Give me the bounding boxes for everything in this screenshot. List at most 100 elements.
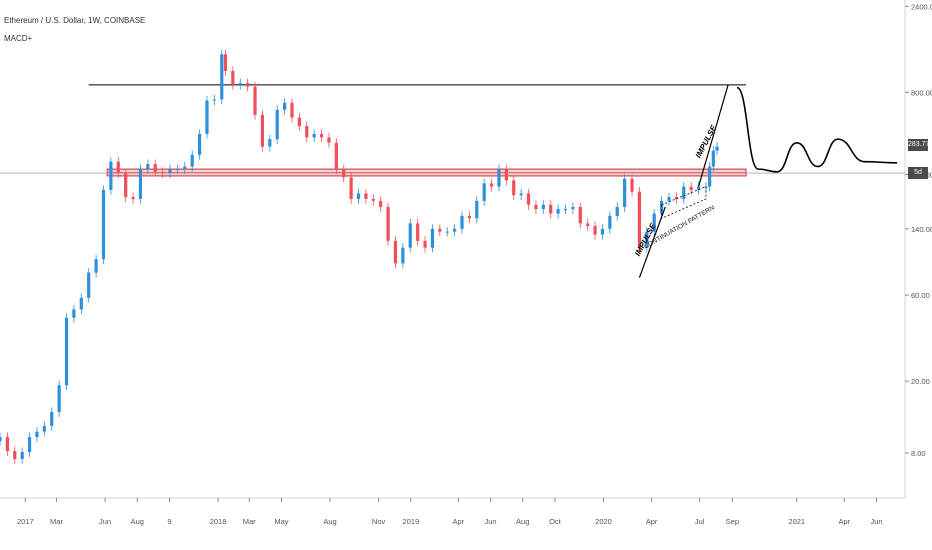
impulse-label-2: IMPULSE	[694, 123, 719, 159]
impulse-line-2	[697, 84, 729, 187]
candle-body	[238, 83, 242, 85]
candle-body	[290, 102, 294, 118]
time-tick-label: Aug	[323, 517, 336, 526]
time-tick-label: 2017	[17, 517, 34, 526]
candle-body	[482, 183, 486, 201]
candle-body	[541, 204, 545, 210]
time-tick-label: Oct	[549, 517, 562, 526]
price-plot	[0, 49, 905, 464]
candle-body	[453, 228, 457, 232]
price-tick-label: 2400.00	[911, 2, 932, 11]
indicator-label[interactable]: MACD+	[4, 34, 33, 43]
time-tick-label: Mar	[243, 517, 256, 526]
candle-body	[190, 154, 194, 167]
time-tick-label: Apr	[452, 517, 464, 526]
time-tick-label: Jul	[695, 517, 705, 526]
candle-body	[715, 146, 719, 151]
candle-body	[101, 189, 106, 260]
candle-body	[334, 142, 338, 170]
candle-body	[630, 178, 634, 192]
candle-body	[305, 126, 309, 138]
candle-body	[212, 99, 216, 101]
candle-body	[246, 83, 250, 87]
candle-body	[275, 109, 279, 140]
candle-body	[512, 180, 516, 196]
candle-body	[645, 231, 649, 248]
candle-body	[534, 204, 538, 210]
candle-body	[268, 139, 272, 147]
candle-body	[615, 206, 619, 216]
candle-body	[497, 169, 501, 187]
candle-body	[57, 385, 61, 412]
candle-body	[35, 431, 39, 438]
candle-body	[526, 193, 531, 205]
candle-body	[64, 317, 69, 386]
candle-body	[356, 193, 361, 199]
candle-body	[667, 197, 671, 201]
candle-body	[711, 150, 715, 167]
candle-body	[696, 186, 701, 190]
price-tick-label: 140.00	[911, 225, 932, 234]
time-tick-label: 2020	[595, 517, 612, 526]
candle-body	[401, 247, 405, 264]
price-tick-label: 800.00	[911, 88, 932, 97]
time-tick-label: Apr	[838, 517, 850, 526]
candle-body	[549, 204, 553, 214]
candle-body	[364, 193, 368, 199]
time-tick-label: 9	[167, 517, 171, 526]
candle-body	[674, 197, 678, 199]
candle-body	[13, 451, 17, 460]
time-tick-label: Jun	[870, 517, 882, 526]
candle-body	[467, 215, 471, 219]
time-tick-label: Aug	[516, 517, 529, 526]
candle-body	[608, 215, 612, 229]
candle-body	[168, 169, 172, 174]
time-tick-label: 2019	[402, 517, 419, 526]
candle-body	[253, 86, 257, 115]
candle-body	[282, 102, 287, 110]
candle-body	[652, 213, 656, 232]
candle-body	[223, 54, 228, 72]
last-price-tag: 283.77	[908, 139, 929, 151]
candle-body	[489, 183, 494, 187]
candle-body	[109, 161, 113, 190]
time-tick-label: Nov	[372, 517, 386, 526]
candle-body	[379, 200, 383, 207]
candle-body	[623, 178, 627, 207]
candle-body	[131, 197, 135, 199]
candle-body	[438, 228, 442, 232]
candle-body	[153, 164, 157, 172]
candle-body	[393, 240, 398, 264]
candle-body	[116, 161, 120, 174]
candle-body	[20, 451, 24, 460]
time-tick-label: Jun	[99, 517, 111, 526]
projection-path	[736, 86, 898, 173]
time-tick-label: Sep	[726, 517, 739, 526]
candle-body	[319, 133, 324, 138]
candle-body	[563, 209, 568, 211]
candle-body	[220, 54, 224, 100]
candle-body	[205, 100, 209, 134]
candle-body	[578, 206, 582, 224]
candle-body	[460, 215, 464, 229]
candle-body	[72, 309, 76, 318]
candle-body	[5, 437, 9, 452]
candle-body	[197, 133, 202, 155]
candle-body	[260, 114, 265, 147]
candle-body	[659, 200, 664, 214]
candle-body	[637, 191, 642, 248]
symbol-title: Ethereum / U.S. Dollar, 1W, COINBASE	[4, 16, 146, 25]
candle-body	[124, 173, 128, 198]
candle-body	[475, 200, 479, 219]
candle-body	[586, 223, 590, 227]
time-axis[interactable]: 2017 Mar Jun Aug 9 2018 Mar May Aug Nov 2019 Apr Jun…	[0, 497, 905, 526]
candle-body	[600, 228, 605, 235]
candle-body	[175, 169, 180, 171]
candle-body	[349, 177, 353, 199]
candle-body	[519, 193, 523, 196]
candle-body	[556, 209, 560, 214]
candle-body	[87, 272, 91, 298]
